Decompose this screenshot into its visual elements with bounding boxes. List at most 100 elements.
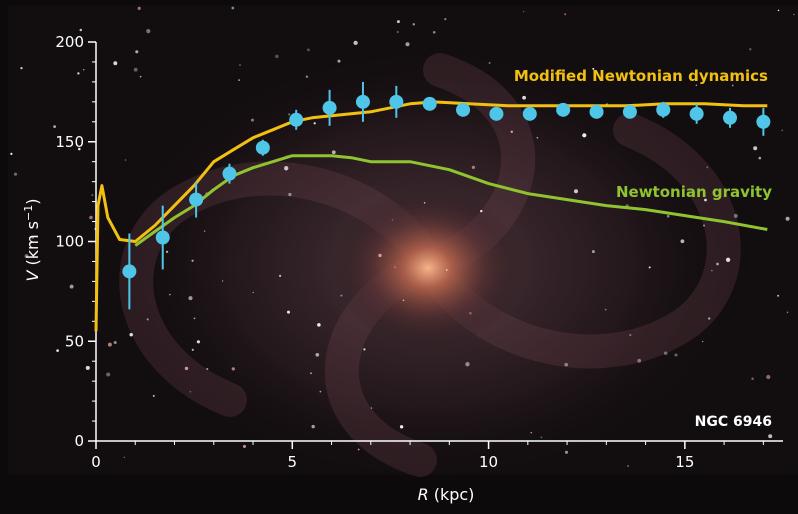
star — [123, 456, 126, 459]
star — [251, 118, 254, 122]
star — [146, 318, 149, 321]
star — [627, 465, 629, 467]
star — [10, 152, 13, 155]
star — [53, 125, 56, 128]
data-point — [422, 96, 437, 111]
star — [666, 214, 670, 218]
galaxy-core — [333, 188, 523, 348]
star — [189, 390, 192, 393]
data-point — [389, 94, 404, 109]
star — [238, 79, 240, 81]
star — [133, 67, 138, 72]
star — [680, 239, 685, 244]
star — [777, 9, 780, 12]
star — [288, 192, 292, 197]
star — [137, 6, 141, 10]
star — [242, 444, 247, 448]
star — [391, 219, 394, 221]
star — [206, 367, 209, 371]
star — [129, 332, 133, 337]
star — [706, 166, 709, 169]
star — [574, 189, 578, 194]
star — [444, 17, 447, 21]
data-point — [355, 94, 370, 109]
star — [766, 374, 771, 380]
star — [708, 317, 711, 320]
star — [695, 84, 697, 86]
star — [278, 274, 282, 278]
data-point — [322, 100, 337, 115]
data-point — [589, 104, 604, 119]
star — [286, 310, 291, 314]
star — [231, 367, 235, 371]
star — [423, 202, 426, 204]
star — [768, 434, 773, 439]
x-tick-label-15: 15 — [675, 453, 694, 471]
star — [306, 48, 310, 52]
data-point — [456, 102, 471, 117]
star — [69, 284, 74, 289]
y-tick-label-150: 150 — [55, 133, 84, 151]
star — [191, 348, 194, 351]
text-layer: R (kpc) V (km s−1) Modified Newtonian dyna… — [22, 67, 772, 504]
star — [13, 172, 18, 176]
star — [313, 122, 316, 125]
galaxy-name-annotation: NGC 6946 — [695, 414, 772, 430]
star — [305, 75, 309, 78]
star — [337, 59, 341, 63]
star — [396, 30, 399, 34]
star — [56, 349, 59, 352]
star — [24, 254, 29, 259]
axes: 0 50 100 150 200 0 5 10 15 — [55, 33, 783, 471]
y-axis-unit-suffix: ) — [23, 199, 42, 205]
newtonian-curve — [134, 154, 768, 247]
x-tick-label-10: 10 — [479, 453, 498, 471]
data-point — [656, 102, 671, 117]
star — [733, 213, 738, 218]
x-tick-label-5: 5 — [288, 453, 298, 471]
star — [239, 64, 241, 66]
star — [786, 311, 789, 314]
star — [83, 69, 85, 71]
data-point — [155, 230, 170, 245]
data-point — [723, 110, 738, 125]
star — [703, 224, 705, 227]
star — [664, 351, 668, 355]
star — [446, 269, 448, 271]
star — [203, 230, 206, 232]
star — [629, 333, 632, 337]
star — [753, 146, 758, 151]
y-tick-label-50: 50 — [65, 332, 84, 350]
star — [357, 448, 360, 451]
data-point — [255, 140, 270, 155]
star — [353, 40, 358, 46]
star — [315, 352, 320, 357]
star — [523, 10, 525, 13]
star — [591, 250, 595, 254]
star — [402, 299, 405, 302]
star — [793, 13, 795, 16]
star — [317, 323, 321, 327]
star — [363, 348, 366, 351]
star — [77, 72, 80, 75]
star — [106, 372, 111, 377]
data-point — [222, 166, 237, 181]
data-point — [489, 106, 504, 121]
star — [311, 424, 315, 429]
star — [85, 365, 90, 370]
star — [310, 372, 312, 375]
star — [146, 29, 151, 34]
star — [188, 296, 193, 301]
star — [731, 84, 734, 87]
mond-series-label: Modified Newtonian dynamics — [514, 67, 768, 85]
star — [231, 6, 235, 10]
star — [331, 150, 336, 155]
x-axis-variable: R — [418, 485, 429, 504]
star — [139, 75, 142, 78]
star — [370, 407, 373, 409]
star — [78, 147, 81, 151]
y-axis-variable: V — [23, 269, 42, 281]
star — [704, 198, 707, 202]
star — [592, 67, 595, 70]
